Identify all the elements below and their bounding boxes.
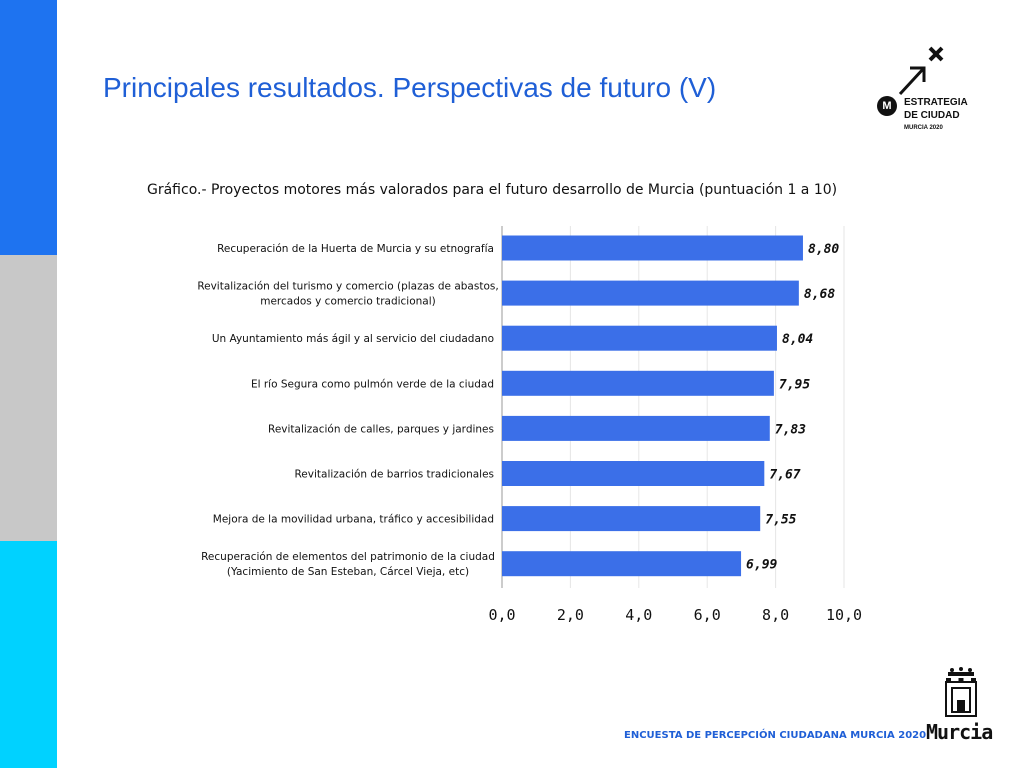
- bar: [502, 506, 761, 532]
- category-label: Revitalización de barrios tradicionales: [294, 469, 494, 481]
- murcia-city-logo: Murcia: [926, 720, 993, 744]
- category-label: Un Ayuntamiento más ágil y al servicio d…: [212, 333, 494, 345]
- x-tick-label: 2,0: [557, 606, 584, 624]
- estrategia-arrow-logo: [898, 46, 944, 96]
- category-label: Revitalización de calles, parques y jard…: [268, 423, 494, 435]
- bar: [502, 461, 765, 486]
- sidebar-stripe-middle: [0, 255, 57, 541]
- category-label: Mejora de la movilidad urbana, tráfico y…: [213, 514, 494, 526]
- city-crest-icon: [945, 667, 977, 717]
- bar: [502, 370, 774, 396]
- x-tick-label: 6,0: [694, 606, 721, 624]
- value-label: 8,68: [804, 287, 835, 302]
- category-label: El río Segura como pulmón verde de la ci…: [251, 378, 494, 390]
- value-label: 8,04: [782, 332, 813, 347]
- x-tick-label: 4,0: [625, 606, 652, 624]
- bar: [502, 235, 803, 261]
- category-label: Recuperación de la Huerta de Murcia y su…: [217, 243, 494, 255]
- category-label: (Yacimiento de San Esteban, Cárcel Vieja…: [227, 566, 469, 578]
- sidebar-stripe-top: [0, 0, 57, 255]
- logo-badge: M: [877, 96, 897, 116]
- x-tick-label: 8,0: [762, 606, 789, 624]
- footer-text: ENCUESTA DE PERCEPCIÓN CIUDADANA MURCIA …: [624, 730, 927, 741]
- bar: [502, 280, 799, 306]
- value-label: 7,95: [779, 377, 810, 392]
- bar: [502, 551, 742, 577]
- value-label: 8,80: [808, 242, 839, 257]
- value-label: 7,55: [765, 513, 796, 528]
- value-label: 7,67: [769, 468, 800, 483]
- category-label: mercados y comercio tradicional): [260, 296, 436, 308]
- category-label: Revitalización del turismo y comercio (p…: [197, 281, 498, 293]
- value-label: 7,83: [775, 422, 806, 437]
- logo-line-1: ESTRATEGIA: [904, 97, 968, 108]
- value-label: 6,99: [746, 558, 777, 573]
- bar: [502, 415, 770, 441]
- sidebar-stripe-bottom: [0, 541, 57, 768]
- logo-line-3: MURCIA 2020: [904, 125, 943, 131]
- x-tick-label: 10,0: [826, 606, 862, 624]
- x-tick-label: 0,0: [488, 606, 515, 624]
- bar: [502, 325, 777, 351]
- page-title: Principales resultados. Perspectivas de …: [103, 72, 717, 103]
- chart-title: Gráfico.- Proyectos motores más valorado…: [147, 182, 838, 198]
- logo-line-2: DE CIUDAD: [904, 110, 960, 121]
- category-label: Recuperación de elementos del patrimonio…: [201, 551, 495, 563]
